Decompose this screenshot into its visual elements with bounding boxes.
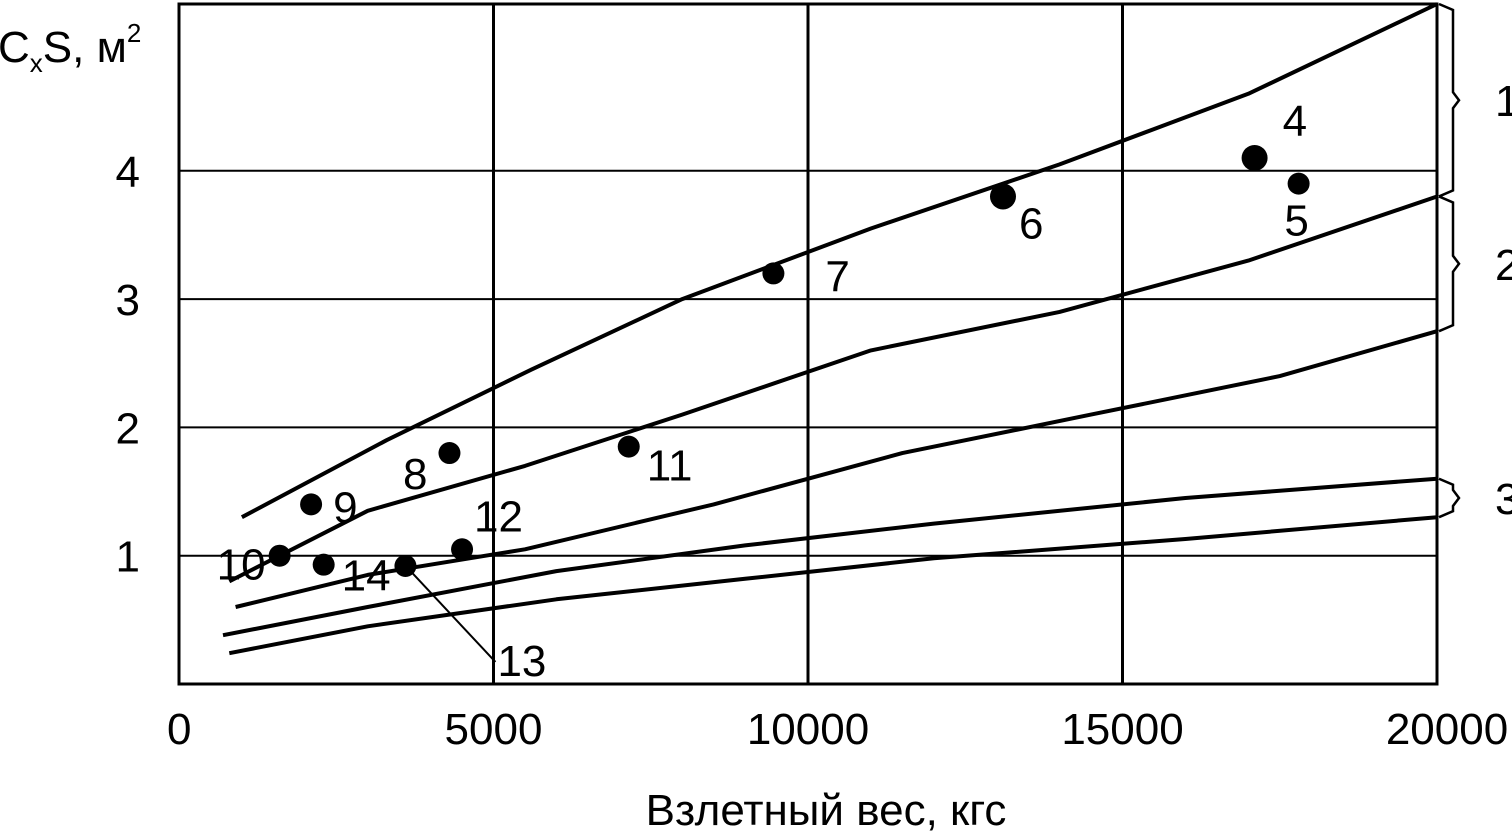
y-axis-title-rest: S, м — [43, 23, 127, 72]
points: 4 5 6 7 89 10 11 12 13 14 — [217, 97, 1310, 686]
leader-line-13 — [408, 569, 497, 663]
data-point-14 — [312, 553, 335, 576]
point-label-9: 9 — [333, 483, 357, 532]
x-axis-title: Взлетный вес, кгс — [646, 786, 1007, 834]
group-label-3: 3 — [1495, 475, 1512, 524]
group-brace-3 — [1438, 477, 1461, 519]
data-point-10 — [268, 544, 291, 567]
point-label-12: 12 — [474, 492, 523, 541]
group-label-1: 1 — [1495, 77, 1512, 126]
data-point-5 — [1287, 172, 1310, 195]
data-point-8 — [438, 442, 461, 465]
grid — [177, 2, 1439, 686]
data-point-4 — [1241, 144, 1268, 171]
point-label-10: 10 — [217, 541, 266, 590]
y-axis-title-main: C — [0, 23, 30, 72]
point-label-4: 4 — [1283, 97, 1307, 146]
y-tick-label-2: 3 — [116, 276, 140, 325]
y-tick-label-0: 1 — [116, 533, 140, 582]
data-point-12 — [451, 538, 474, 561]
y-tick-labels: 1 2 3 4 — [116, 148, 140, 582]
svg-text:CxS, м2: CxS, м2 — [0, 18, 141, 78]
data-point-11 — [617, 435, 640, 458]
group-brace-1 — [1438, 2, 1461, 198]
point-label-6: 6 — [1019, 199, 1043, 248]
boundary-line-4 — [222, 476, 1438, 638]
point-label-14: 14 — [342, 552, 391, 601]
braces: 1 2 3 — [1438, 2, 1512, 524]
x-tick-label-2: 10000 — [747, 705, 869, 754]
x-tick-label-1: 5000 — [445, 705, 543, 754]
x-tick-label-0: 0 — [167, 705, 191, 754]
y-axis-title: CxS, м2 — [0, 18, 141, 78]
data-point-9 — [300, 493, 323, 516]
group-brace-2 — [1438, 195, 1461, 333]
point-label-13: 13 — [497, 637, 546, 686]
x-tick-label-3: 15000 — [1061, 705, 1183, 754]
y-tick-label-1: 2 — [116, 404, 140, 453]
point-label-8: 8 — [403, 450, 427, 499]
boundary-line-2 — [228, 194, 1438, 584]
x-tick-label-4: 20000 — [1386, 705, 1508, 754]
group-label-2: 2 — [1495, 241, 1512, 290]
y-axis-title-superscript: 2 — [127, 18, 141, 48]
point-label-7: 7 — [825, 252, 849, 301]
boundary-line-3 — [235, 329, 1438, 609]
boundary-line-5 — [228, 515, 1438, 656]
data-point-7 — [762, 262, 785, 285]
point-label-11: 11 — [647, 442, 693, 491]
x-tick-labels: 0 5000 10000 15000 20000 — [167, 705, 1508, 754]
data-point-6 — [989, 183, 1016, 210]
point-label-5: 5 — [1284, 197, 1308, 246]
y-tick-label-3: 4 — [116, 148, 140, 197]
y-axis-title-subscript: x — [30, 48, 43, 78]
